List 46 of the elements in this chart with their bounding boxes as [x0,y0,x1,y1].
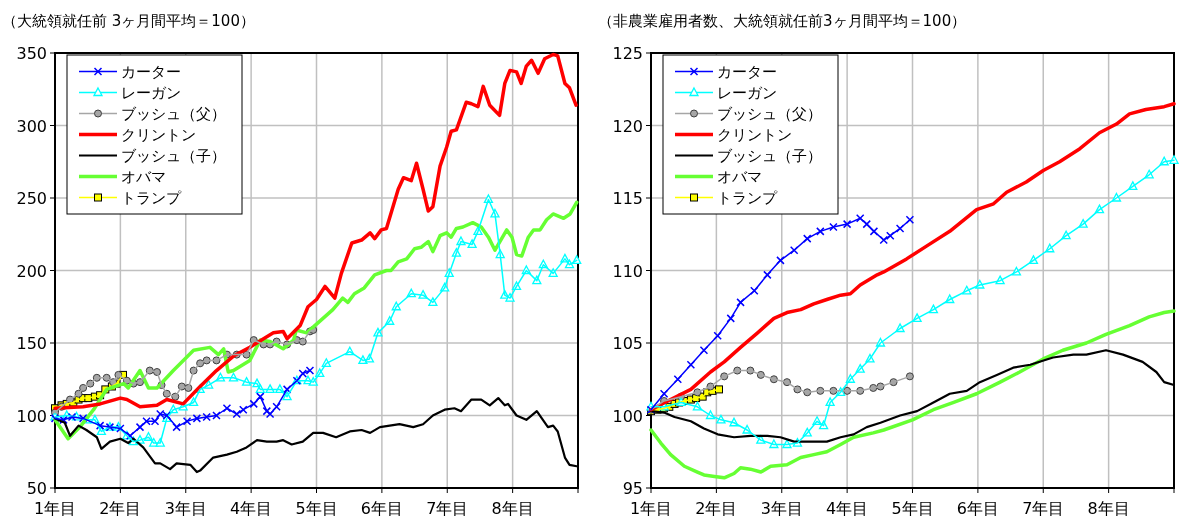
x-tick-label: 2年目 [99,499,142,518]
x-tick-label: 4年目 [826,499,869,518]
legend-label: クリントン [717,125,792,144]
legend-label: ブッシュ（父） [717,104,822,123]
x-tick-label: 1年目 [629,499,673,518]
x-tick-label: 3年目 [760,499,803,518]
x-tick-label: 1年目 [33,499,77,518]
legend-label: カーター [121,62,181,81]
y-tick-label: 250 [16,189,47,208]
x-tick-label: 5年目 [891,499,934,518]
x-tick-label: 6年目 [360,499,403,518]
legend-label: オバマ [121,167,166,186]
y-tick-label: 200 [16,261,47,281]
x-tick-label: 2年目 [695,499,738,518]
x-tick-label: 7年目 [1022,499,1065,518]
chart-title: （非農業雇用者数、大統領就任前3ヶ月間平均＝100） [598,12,967,30]
y-tick-label: 150 [16,334,47,353]
y-tick-label: 110 [612,261,643,281]
y-tick-label: 95 [622,479,643,498]
x-tick-label: 7年目 [426,499,469,518]
legend-label: クリントン [121,125,196,144]
y-tick-label: 100 [612,406,643,426]
y-tick-label: 120 [612,116,643,136]
x-tick-label: 5年目 [295,499,338,518]
x-tick-label: 8年目 [1087,499,1130,518]
chart-title: （大統領就任前 3ヶ月間平均＝100） [2,12,255,30]
legend-label: ブッシュ（子） [717,146,822,165]
legend-label: オバマ [717,167,762,186]
y-tick-label: 125 [612,44,643,63]
y-tick-label: 50 [26,479,47,498]
x-tick-label: 6年目 [956,499,999,518]
y-tick-label: 105 [612,334,643,353]
y-tick-label: 100 [16,406,47,426]
y-tick-label: 300 [16,116,47,136]
x-tick-label: 8年目 [491,499,534,518]
legend-label: ブッシュ（子） [121,146,226,165]
legend-label: トランプ [121,188,182,207]
y-tick-label: 115 [612,189,643,208]
legend-label: レーガン [121,83,181,102]
legend-label: レーガン [717,83,777,102]
legend-label: カーター [717,62,777,81]
legend-label: トランプ [717,188,778,207]
x-tick-label: 4年目 [230,499,273,518]
x-tick-label: 3年目 [164,499,207,518]
legend-label: ブッシュ（父） [121,104,226,123]
y-tick-label: 350 [16,44,47,63]
